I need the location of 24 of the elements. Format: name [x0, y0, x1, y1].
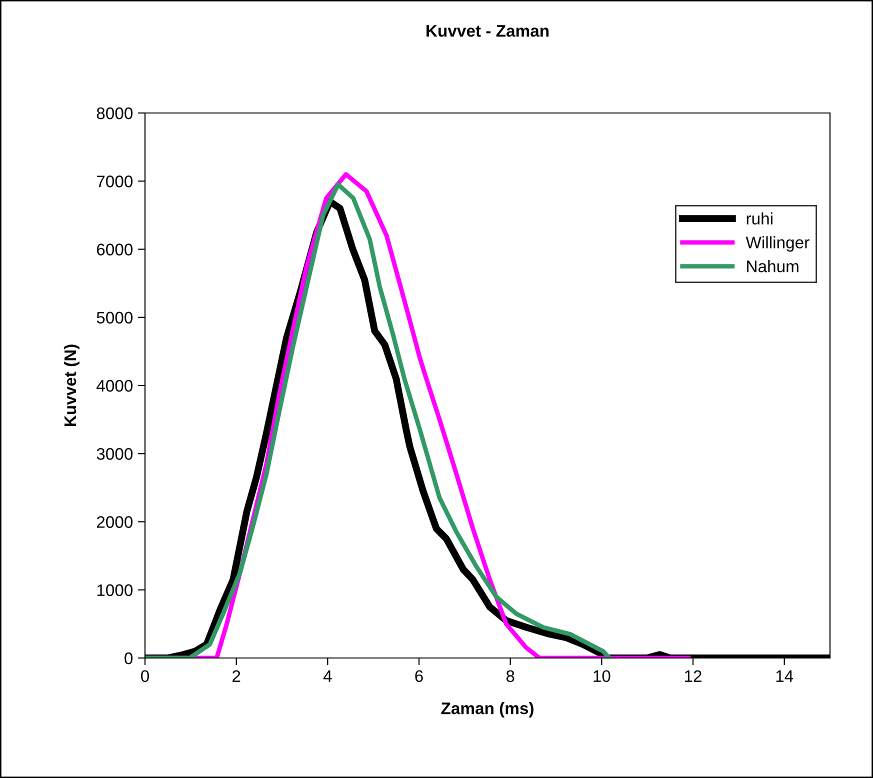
x-tick-label: 12	[685, 670, 702, 682]
legend-label: Nahum	[747, 260, 798, 272]
line-series	[145, 182, 612, 658]
y-tick-label: 1000	[97, 584, 133, 596]
x-tick-label: 6	[415, 670, 423, 682]
chart-title: Kuvvet - Zaman	[426, 25, 549, 37]
x-tick-label: 4	[323, 670, 332, 682]
y-tick-label: 2000	[96, 516, 133, 528]
y-tick-label: 0	[124, 652, 133, 664]
y-tick-label: 4000	[96, 380, 133, 392]
y-tick-label: 8000	[96, 107, 133, 120]
y-tick-label: 5000	[96, 312, 133, 324]
x-tick-label: 8	[506, 670, 514, 682]
y-tick-label: 6000	[96, 244, 133, 256]
y-tick-label: 3000	[96, 448, 133, 460]
x-tick-label: 2	[232, 670, 240, 682]
x-tick-label: 10	[594, 670, 610, 682]
y-tick-label: 7000	[96, 176, 133, 188]
legend-label: ruhi	[746, 212, 772, 225]
y-axis-title: Kuvvet (N)	[64, 344, 80, 426]
legend-label: Willinger	[746, 236, 810, 252]
x-axis-title: Zaman (ms)	[441, 702, 534, 718]
x-tick-label: 0	[141, 670, 149, 682]
x-tick-label: 14	[776, 670, 794, 682]
